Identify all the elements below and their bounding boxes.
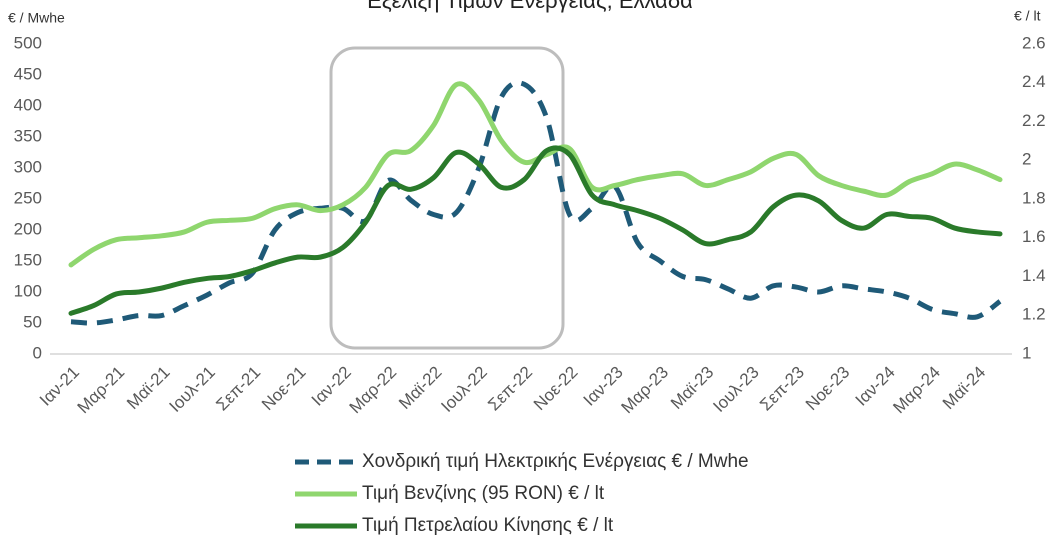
y2-tick-label: 2.2 xyxy=(1022,111,1046,130)
x-tick-label: Νοε-23 xyxy=(802,363,854,415)
y-tick-label: 300 xyxy=(14,157,42,176)
x-tick-label: Σεπ-22 xyxy=(484,363,536,415)
y-tick-label: 450 xyxy=(14,64,42,83)
x-tick-label: Ιουλ-23 xyxy=(709,363,762,416)
legend-label: Τιμή Πετρελαίου Κίνησης € / lt xyxy=(362,515,614,536)
x-tick-label: Μαρ-21 xyxy=(74,363,129,418)
legend-label: Τιμή Βενζίνης (95 RON) € / lt xyxy=(362,483,605,504)
y2-tick-label: 1.4 xyxy=(1022,266,1046,285)
x-tick-label: Μαρ-23 xyxy=(618,363,673,418)
x-tick-label: Μαϊ-22 xyxy=(395,363,445,413)
series-line xyxy=(70,80,1002,326)
x-tick-label: Μαρ-24 xyxy=(889,363,944,418)
x-tick-label: Νοε-22 xyxy=(530,363,582,415)
y2-tick-label: 2.6 xyxy=(1022,33,1046,52)
x-tick-label: Σεπ-21 xyxy=(212,363,264,415)
highlight-box xyxy=(329,46,565,350)
y2-tick-label: 1.6 xyxy=(1022,227,1046,246)
x-tick-label: Ιουλ-22 xyxy=(437,363,490,416)
y-tick-label: 400 xyxy=(14,95,42,114)
y-tick-label: 200 xyxy=(14,219,42,238)
x-tick-label: Νοε-21 xyxy=(258,363,310,415)
y2-tick-label: 1.8 xyxy=(1022,188,1046,207)
x-tick-label: Ιουλ-21 xyxy=(166,363,219,416)
y-tick-label: 100 xyxy=(14,281,42,300)
y2-tick-label: 1.2 xyxy=(1022,305,1046,324)
legend-label: Χονδρική τιμή Ηλεκτρικής Ενέργειας € / M… xyxy=(362,451,749,472)
y-tick-label: 500 xyxy=(14,33,42,52)
y-tick-label: 150 xyxy=(14,250,42,269)
x-tick-label: Σεπ-23 xyxy=(756,363,808,415)
x-tick-label: Μαρ-22 xyxy=(346,363,401,418)
y2-tick-label: 1 xyxy=(1022,343,1031,362)
y2-tick-label: 2 xyxy=(1022,150,1031,169)
series-line xyxy=(68,145,1003,316)
y-tick-label: 0 xyxy=(33,343,42,362)
y-tick-label: 50 xyxy=(23,312,42,331)
y-tick-label: 350 xyxy=(14,126,42,145)
y2-tick-label: 2.4 xyxy=(1022,72,1046,91)
x-tick-label: Μαϊ-24 xyxy=(939,363,989,413)
y2-axis-label: € / lt xyxy=(1014,8,1041,24)
y-axis-label: € / Mwhe xyxy=(8,10,65,26)
y-tick-label: 250 xyxy=(14,188,42,207)
series-line xyxy=(68,81,1003,268)
x-tick-label: Μαϊ-23 xyxy=(667,363,717,413)
chart-title: Εξέλιξη Τιμών Ενέργειας, Ελλάδα xyxy=(367,0,693,13)
x-tick-label: Μαϊ-21 xyxy=(123,363,173,413)
